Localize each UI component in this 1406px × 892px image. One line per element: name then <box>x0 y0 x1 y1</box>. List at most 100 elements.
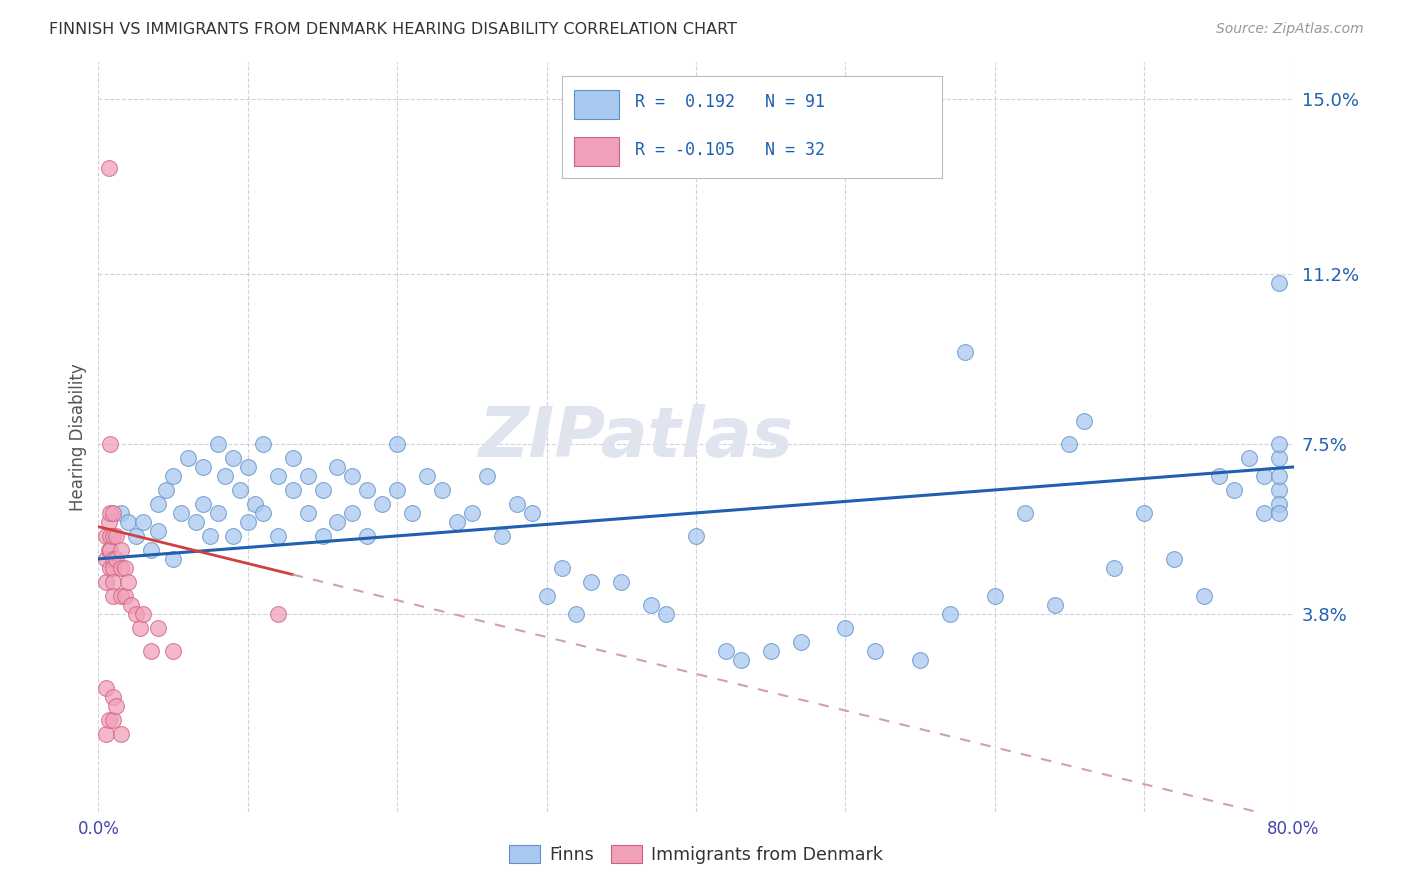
Point <box>103 690 125 704</box>
Text: R = -0.105   N = 32: R = -0.105 N = 32 <box>634 141 824 159</box>
Bar <box>574 137 619 166</box>
Point <box>103 574 125 589</box>
Point <box>110 506 132 520</box>
Point <box>105 529 128 543</box>
Point <box>139 644 162 658</box>
Point <box>326 515 349 529</box>
Point <box>1267 276 1289 290</box>
Point <box>97 713 120 727</box>
Point <box>184 515 207 529</box>
Point <box>120 598 142 612</box>
Point <box>114 561 136 575</box>
Text: ZIPatlas: ZIPatlas <box>478 403 794 471</box>
Point <box>1267 450 1289 465</box>
Point <box>550 561 572 575</box>
Point <box>1133 506 1156 520</box>
Point <box>446 515 468 529</box>
Point <box>97 542 120 557</box>
Point <box>297 469 319 483</box>
Point <box>125 607 148 621</box>
Point <box>97 515 120 529</box>
Point <box>565 607 588 621</box>
Point <box>177 450 200 465</box>
Point <box>655 607 678 621</box>
Point <box>207 437 229 451</box>
Point <box>267 529 290 543</box>
Point <box>759 644 782 658</box>
Point <box>385 437 409 451</box>
Point <box>94 726 117 740</box>
Point <box>267 607 290 621</box>
Point <box>1104 561 1126 575</box>
Text: R =  0.192   N = 91: R = 0.192 N = 91 <box>634 94 824 112</box>
Point <box>110 589 132 603</box>
Point <box>129 621 152 635</box>
Point <box>98 561 122 575</box>
Point <box>252 437 274 451</box>
Point <box>311 529 333 543</box>
Point <box>356 529 378 543</box>
Point <box>1267 506 1289 520</box>
Point <box>148 621 170 635</box>
Point <box>356 483 378 497</box>
Point <box>1043 598 1066 612</box>
Point <box>730 653 752 667</box>
Point <box>191 459 214 474</box>
Point <box>953 345 976 359</box>
Point <box>385 483 409 497</box>
Point <box>207 506 229 520</box>
Text: FINNISH VS IMMIGRANTS FROM DENMARK HEARING DISABILITY CORRELATION CHART: FINNISH VS IMMIGRANTS FROM DENMARK HEARI… <box>49 22 737 37</box>
Point <box>98 506 122 520</box>
Point <box>162 469 184 483</box>
Point <box>103 506 125 520</box>
Point <box>236 515 259 529</box>
Point <box>789 634 811 648</box>
Point <box>1059 437 1081 451</box>
Point <box>865 644 887 658</box>
Point <box>132 515 155 529</box>
Point <box>430 483 453 497</box>
Point <box>984 589 1007 603</box>
Point <box>342 506 364 520</box>
Point <box>125 529 148 543</box>
Point <box>98 542 122 557</box>
Point <box>110 542 132 557</box>
Point <box>326 459 349 474</box>
Point <box>222 450 245 465</box>
Point <box>342 469 364 483</box>
Point <box>110 726 132 740</box>
Point <box>245 497 267 511</box>
Point <box>169 506 191 520</box>
Point <box>640 598 662 612</box>
Point <box>1267 483 1289 497</box>
Point <box>117 574 139 589</box>
Text: Source: ZipAtlas.com: Source: ZipAtlas.com <box>1216 22 1364 37</box>
Point <box>939 607 962 621</box>
Point <box>1014 506 1036 520</box>
Point <box>191 497 214 511</box>
Point <box>1208 469 1230 483</box>
Point <box>1163 552 1185 566</box>
Point <box>105 552 128 566</box>
Point <box>103 529 125 543</box>
Point <box>200 529 222 543</box>
Point <box>281 483 304 497</box>
Point <box>94 552 117 566</box>
Point <box>117 515 139 529</box>
Point <box>371 497 394 511</box>
Point <box>506 497 529 511</box>
Point <box>110 561 132 575</box>
Point <box>103 589 125 603</box>
Point <box>1192 589 1215 603</box>
Point <box>97 161 120 176</box>
Point <box>98 437 122 451</box>
Point <box>103 713 125 727</box>
Point <box>222 529 245 543</box>
Point <box>1253 469 1275 483</box>
Point <box>94 681 117 695</box>
Point <box>491 529 513 543</box>
Point <box>94 529 117 543</box>
Point <box>94 574 117 589</box>
Point <box>536 589 558 603</box>
Point <box>214 469 236 483</box>
